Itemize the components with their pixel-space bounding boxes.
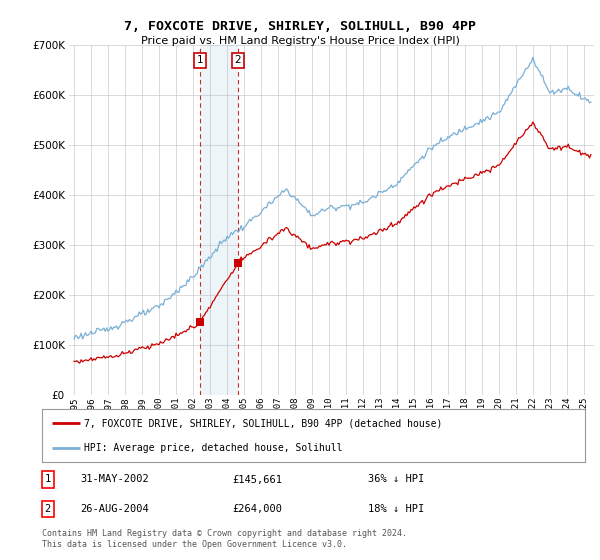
Text: Contains HM Land Registry data © Crown copyright and database right 2024.
This d: Contains HM Land Registry data © Crown c… — [42, 529, 407, 549]
Text: 1: 1 — [197, 55, 203, 66]
Text: 2: 2 — [45, 504, 51, 514]
Text: HPI: Average price, detached house, Solihull: HPI: Average price, detached house, Soli… — [85, 442, 343, 452]
Text: 7, FOXCOTE DRIVE, SHIRLEY, SOLIHULL, B90 4PP: 7, FOXCOTE DRIVE, SHIRLEY, SOLIHULL, B90… — [124, 20, 476, 32]
Text: 2: 2 — [235, 55, 241, 66]
Text: £264,000: £264,000 — [232, 504, 282, 514]
Text: 31-MAY-2002: 31-MAY-2002 — [80, 474, 149, 484]
Text: £145,661: £145,661 — [232, 474, 282, 484]
Text: 26-AUG-2004: 26-AUG-2004 — [80, 504, 149, 514]
Bar — [200, 45, 238, 395]
Text: 1: 1 — [45, 474, 51, 484]
Text: Price paid vs. HM Land Registry's House Price Index (HPI): Price paid vs. HM Land Registry's House … — [140, 36, 460, 46]
Text: 18% ↓ HPI: 18% ↓ HPI — [368, 504, 424, 514]
Text: 7, FOXCOTE DRIVE, SHIRLEY, SOLIHULL, B90 4PP (detached house): 7, FOXCOTE DRIVE, SHIRLEY, SOLIHULL, B90… — [85, 418, 443, 428]
Text: 36% ↓ HPI: 36% ↓ HPI — [368, 474, 424, 484]
